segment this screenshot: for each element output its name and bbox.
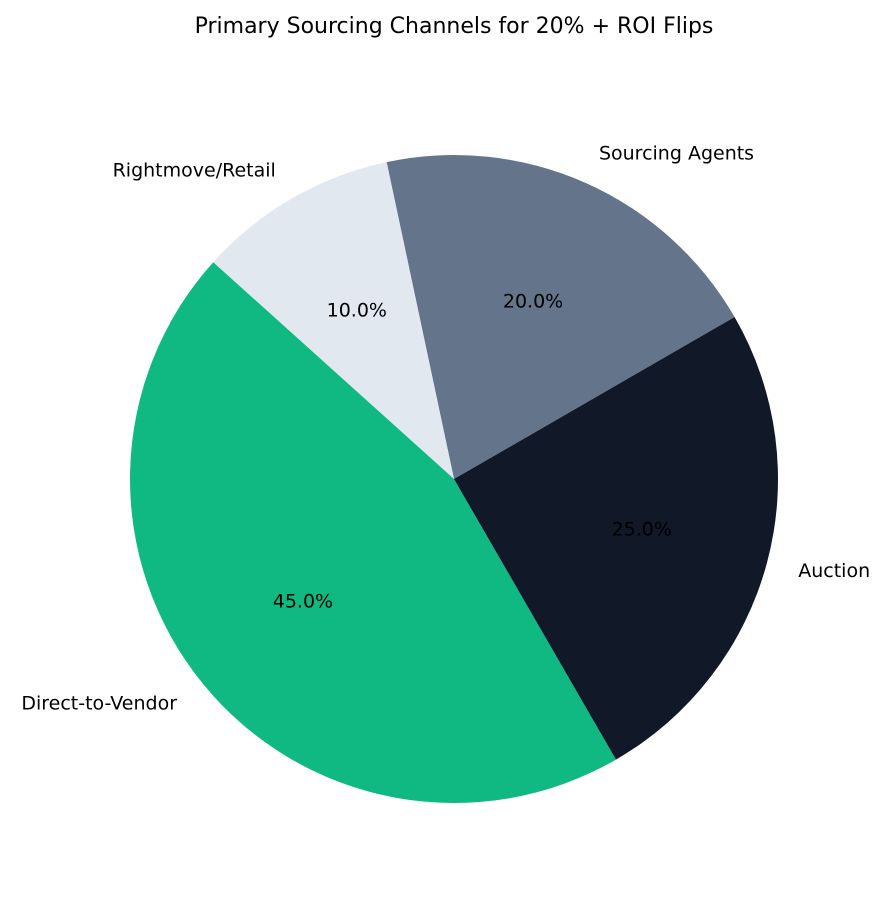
pie-slices [129,155,778,803]
slice-label-auction: Auction [798,560,870,582]
pie-slice-direct-to-vendor [129,262,616,803]
percent-label-rightmove-retail: 10.0% [327,300,387,322]
percent-label-direct-to-vendor: 45.0% [273,590,333,612]
percent-label-auction: 25.0% [612,518,672,540]
pie-slice-sourcing-agents [386,155,735,479]
slice-label-sourcing-agents: Sourcing Agents [599,142,754,164]
pie-labels: Sourcing Agents 20.0% Rightmove/Retail 10.0… [21,142,870,714]
pie-slice-auction [454,317,778,760]
slice-label-direct-to-vendor: Direct-to-Vendor [21,692,177,714]
slice-label-rightmove-retail: Rightmove/Retail [113,159,276,181]
chart-title: Primary Sourcing Channels for 20% + ROI … [195,14,714,39]
percent-label-sourcing-agents: 20.0% [503,290,563,312]
pie-slice-rightmove-retail [213,162,454,479]
